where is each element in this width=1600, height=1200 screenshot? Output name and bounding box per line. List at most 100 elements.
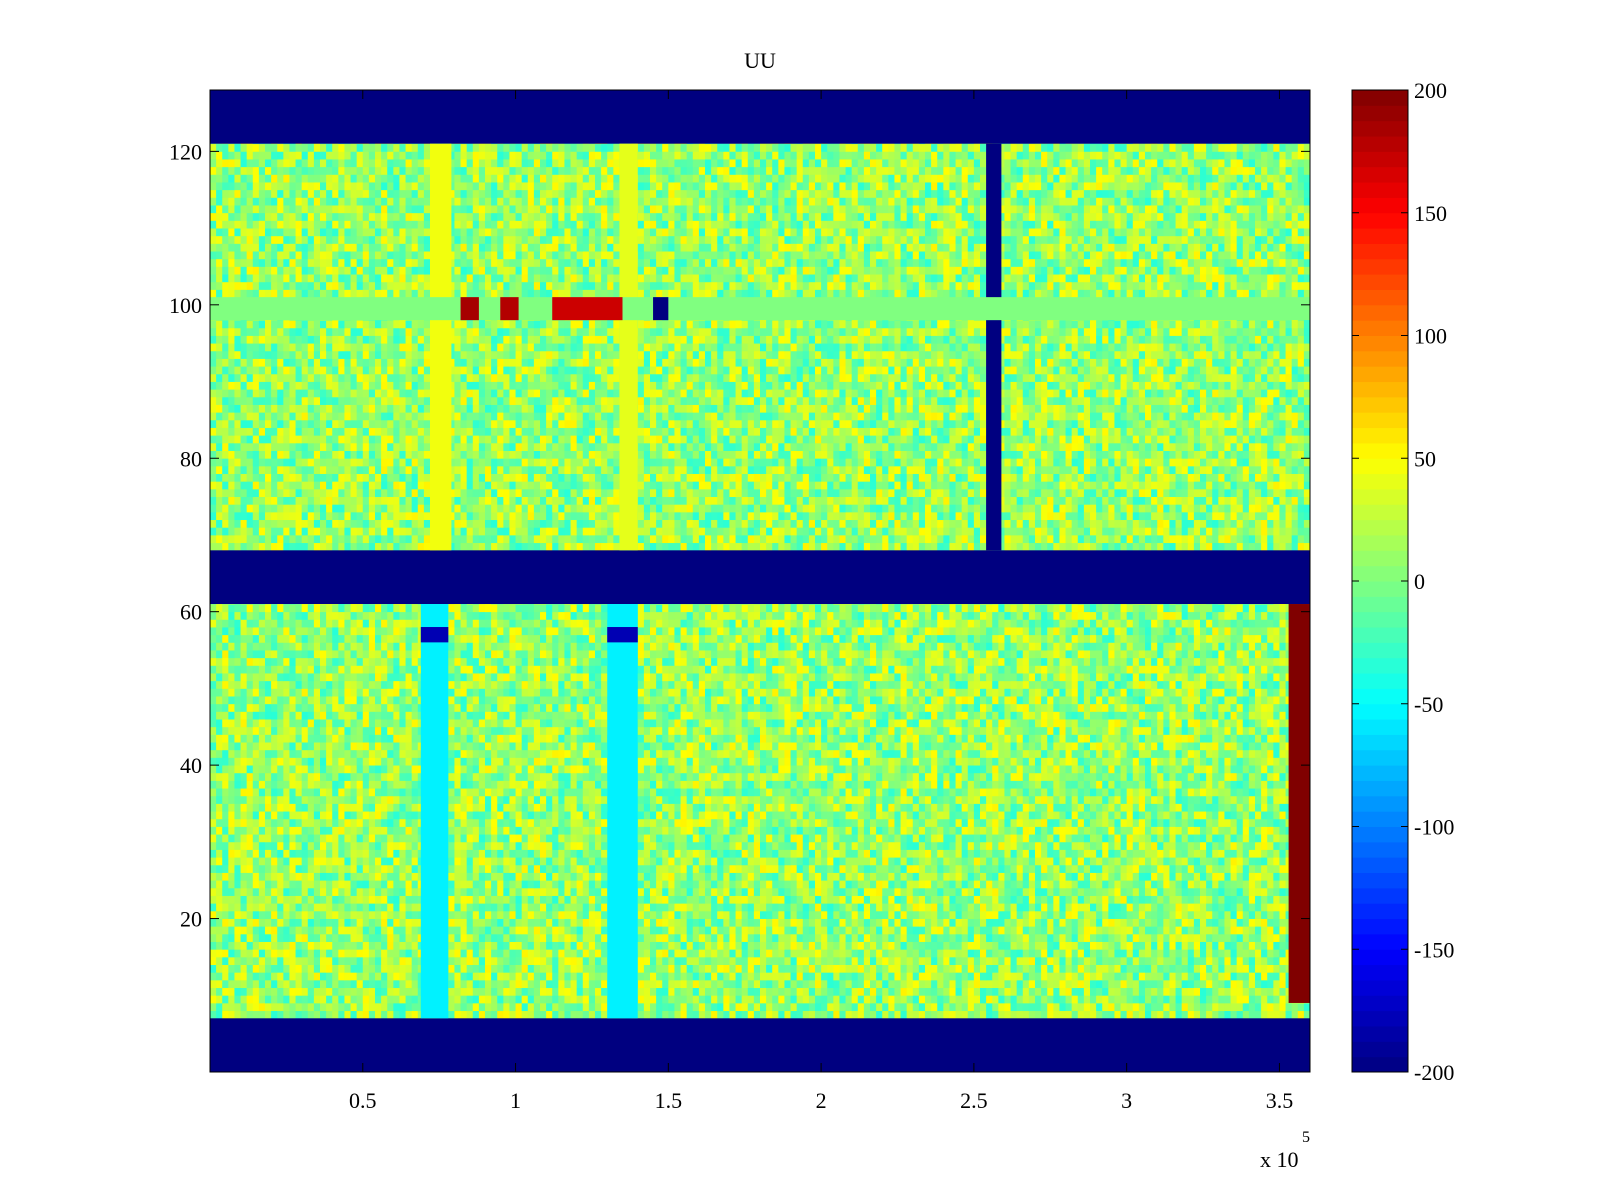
heatmap-cell <box>228 888 235 896</box>
heatmap-cell <box>1194 888 1201 896</box>
heatmap-cell <box>1200 942 1207 950</box>
heatmap-cell <box>351 911 358 919</box>
heatmap-cell <box>650 888 657 896</box>
heatmap-cell <box>558 949 565 957</box>
heatmap-cell <box>839 865 846 873</box>
heatmap-cell <box>381 873 388 881</box>
heatmap-cell <box>271 972 278 980</box>
heatmap-cell <box>1084 896 1091 904</box>
heatmap-cell <box>412 957 419 965</box>
heatmap-cell <box>210 965 217 973</box>
heatmap-cell <box>387 957 394 965</box>
heatmap-cell <box>1273 919 1280 927</box>
heatmap-cell <box>882 919 889 927</box>
heatmap-cell <box>296 865 303 873</box>
heatmap-cell <box>766 919 773 927</box>
heatmap-cell <box>577 972 584 980</box>
heatmap-cell <box>234 965 241 973</box>
heatmap-cell <box>833 903 840 911</box>
heatmap-cell <box>974 1011 981 1019</box>
heatmap-cell <box>901 972 908 980</box>
heatmap-cell <box>247 1003 254 1011</box>
heatmap-cell <box>375 926 382 934</box>
heatmap-cell <box>1072 880 1079 888</box>
heatmap-cell <box>876 888 883 896</box>
heatmap-cell <box>406 1011 413 1019</box>
heatmap-cell <box>943 919 950 927</box>
heatmap-cell <box>528 919 535 927</box>
heatmap-cell <box>381 865 388 873</box>
heatmap-cell <box>473 888 480 896</box>
heatmap-cell <box>803 988 810 996</box>
heatmap-cell <box>888 980 895 988</box>
heatmap-cell <box>332 911 339 919</box>
heatmap-cell <box>901 903 908 911</box>
heatmap-cell <box>846 942 853 950</box>
heatmap-cell <box>681 934 688 942</box>
heatmap-cell <box>705 965 712 973</box>
heatmap-cell <box>711 957 718 965</box>
heatmap-cell <box>742 865 749 873</box>
heatmap-cell <box>1157 949 1164 957</box>
heatmap-cell <box>589 880 596 888</box>
heatmap-cell <box>1127 934 1134 942</box>
heatmap-cell <box>1261 965 1268 973</box>
heatmap-cell <box>729 988 736 996</box>
heatmap-cell <box>1163 972 1170 980</box>
heatmap-cell <box>772 995 779 1003</box>
heatmap-cell <box>485 942 492 950</box>
heatmap-cell <box>791 873 798 881</box>
heatmap-cell <box>344 903 351 911</box>
heatmap-cell <box>1047 880 1054 888</box>
heatmap-cell <box>1114 988 1121 996</box>
heatmap-cell <box>289 972 296 980</box>
heatmap-cell <box>308 1003 315 1011</box>
heatmap-cell <box>503 873 510 881</box>
heatmap-cell <box>803 911 810 919</box>
heatmap-cell <box>552 949 559 957</box>
heatmap-cell <box>491 949 498 957</box>
heatmap-cell <box>589 903 596 911</box>
heatmap-cell <box>1035 911 1042 919</box>
heatmap-cell <box>937 934 944 942</box>
heatmap-cell <box>601 903 608 911</box>
heatmap-cell <box>766 857 773 865</box>
heatmap-cell <box>326 980 333 988</box>
heatmap-cell <box>1206 926 1213 934</box>
heatmap-cell <box>748 1003 755 1011</box>
heatmap-cell <box>1041 896 1048 904</box>
heatmap-cell <box>308 857 315 865</box>
heatmap-cell <box>1169 965 1176 973</box>
heatmap-cell <box>1267 926 1274 934</box>
heatmap-cell <box>375 865 382 873</box>
heatmap-cell <box>399 934 406 942</box>
heatmap-cell <box>320 942 327 950</box>
heatmap-cell <box>467 949 474 957</box>
heatmap-cell <box>485 888 492 896</box>
heatmap-cell <box>1145 980 1152 988</box>
heatmap-cell <box>1053 919 1060 927</box>
heatmap-cell <box>717 942 724 950</box>
heatmap-cell <box>1212 995 1219 1003</box>
heatmap-cell <box>1108 865 1115 873</box>
heatmap-cell <box>1279 865 1286 873</box>
heatmap-cell <box>406 949 413 957</box>
heatmap-cell <box>870 903 877 911</box>
heatmap-cell <box>1218 988 1225 996</box>
heatmap-cell <box>1041 942 1048 950</box>
heatmap-cell <box>662 995 669 1003</box>
heatmap-cell <box>326 926 333 934</box>
heatmap-cell <box>888 965 895 973</box>
heatmap-cell <box>332 957 339 965</box>
heatmap-cell <box>638 957 645 965</box>
heatmap-cell <box>662 888 669 896</box>
heatmap-cell <box>1047 949 1054 957</box>
heatmap-cell <box>864 896 871 904</box>
heatmap-cell <box>479 873 486 881</box>
heatmap-cell <box>1102 949 1109 957</box>
heatmap-cell <box>1279 919 1286 927</box>
heatmap-cell <box>558 980 565 988</box>
heatmap-cell <box>302 972 309 980</box>
heatmap-cell <box>766 865 773 873</box>
heatmap-cell <box>571 965 578 973</box>
